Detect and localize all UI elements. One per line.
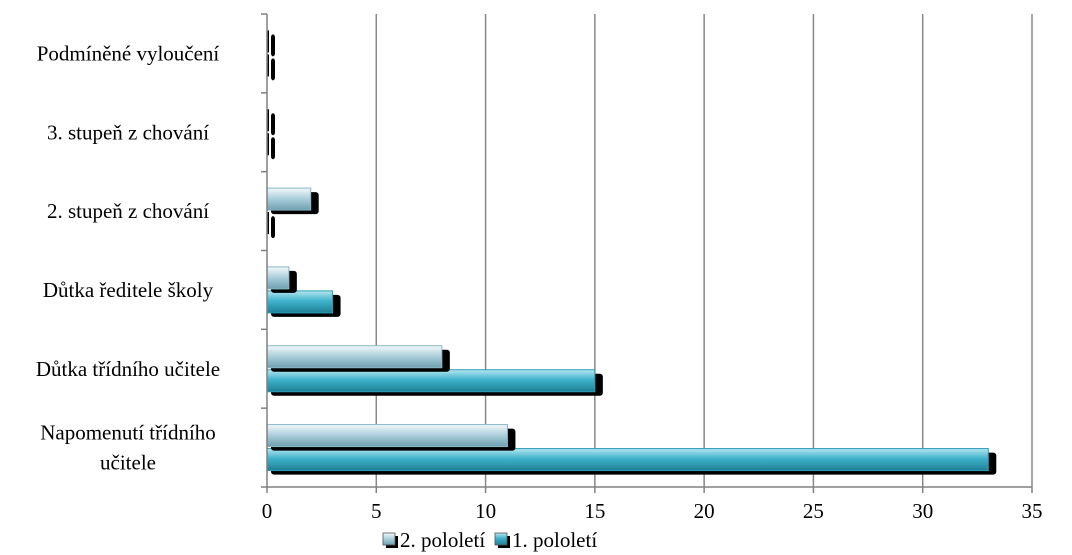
bar-pololeti-1-2 bbox=[266, 290, 334, 314]
bar-pololeti-1-0 bbox=[266, 448, 989, 472]
category-label-line: Napomenutí třídního bbox=[40, 421, 216, 445]
category-label-line: učitele bbox=[100, 451, 156, 475]
category-label-line: Podmíněné vyloučení bbox=[37, 41, 220, 65]
x-tick-label-5: 5 bbox=[371, 499, 382, 523]
category-label-line: Důtka ředitele školy bbox=[43, 278, 214, 302]
category-label-line: Důtka třídního učitele bbox=[36, 357, 220, 381]
category-label-0: Napomenutí třídního učitele bbox=[40, 421, 216, 475]
category-label-5: Podmíněné vyloučení bbox=[37, 41, 220, 65]
bar-pololeti-2-4 bbox=[267, 109, 269, 132]
legend-label-2: 1. pololetí bbox=[512, 528, 597, 552]
legend-label-1: 2. pololetí bbox=[400, 528, 485, 552]
x-tick-label-15: 15 bbox=[584, 499, 605, 523]
legend: 2. pololetí 1. pololetí bbox=[382, 528, 597, 552]
category-label-1: Důtka třídního učitele bbox=[36, 357, 220, 381]
x-tick-label-10: 10 bbox=[475, 499, 496, 523]
bar-shadow bbox=[271, 34, 275, 57]
x-tick-label-30: 30 bbox=[912, 499, 933, 523]
bars bbox=[266, 30, 997, 475]
category-label-2: Důtka ředitele školy bbox=[43, 278, 214, 302]
bar-pololeti-1-4 bbox=[267, 133, 269, 156]
bar-pololeti-1-1 bbox=[266, 369, 596, 393]
category-label-line: 3. stupeň z chování bbox=[47, 120, 209, 144]
bar-pololeti-2-1 bbox=[266, 345, 443, 369]
bar-pololeti-2-5 bbox=[267, 30, 269, 53]
gridlines bbox=[375, 14, 1033, 487]
category-label-line: 2. stupeň z chování bbox=[47, 199, 209, 223]
bar-pololeti-1-5 bbox=[267, 54, 269, 77]
bar-pololeti-1-3 bbox=[267, 212, 269, 235]
bar-pololeti-2-0 bbox=[266, 424, 508, 448]
x-tick-label-0: 0 bbox=[262, 499, 273, 523]
x-tick-label-35: 35 bbox=[1022, 499, 1043, 523]
legend-swatch-2 bbox=[494, 532, 508, 546]
bar-shadow bbox=[271, 216, 275, 239]
bar-pololeti-2-2 bbox=[266, 266, 290, 290]
bar-shadow bbox=[271, 137, 275, 160]
category-label-4: 3. stupeň z chování bbox=[47, 120, 209, 144]
x-tick-label-25: 25 bbox=[803, 499, 824, 523]
labels: 0 5 10 15 20 25 30 35 Napomenutí třídního učitele… bbox=[36, 41, 1043, 523]
category-label-3: 2. stupeň z chování bbox=[47, 199, 209, 223]
bar-pololeti-2-3 bbox=[266, 187, 312, 211]
bar-shadow bbox=[271, 113, 275, 136]
x-tick-label-20: 20 bbox=[694, 499, 715, 523]
bar-shadow bbox=[271, 58, 275, 81]
legend-swatch-1 bbox=[382, 532, 396, 546]
axes bbox=[261, 13, 1033, 493]
